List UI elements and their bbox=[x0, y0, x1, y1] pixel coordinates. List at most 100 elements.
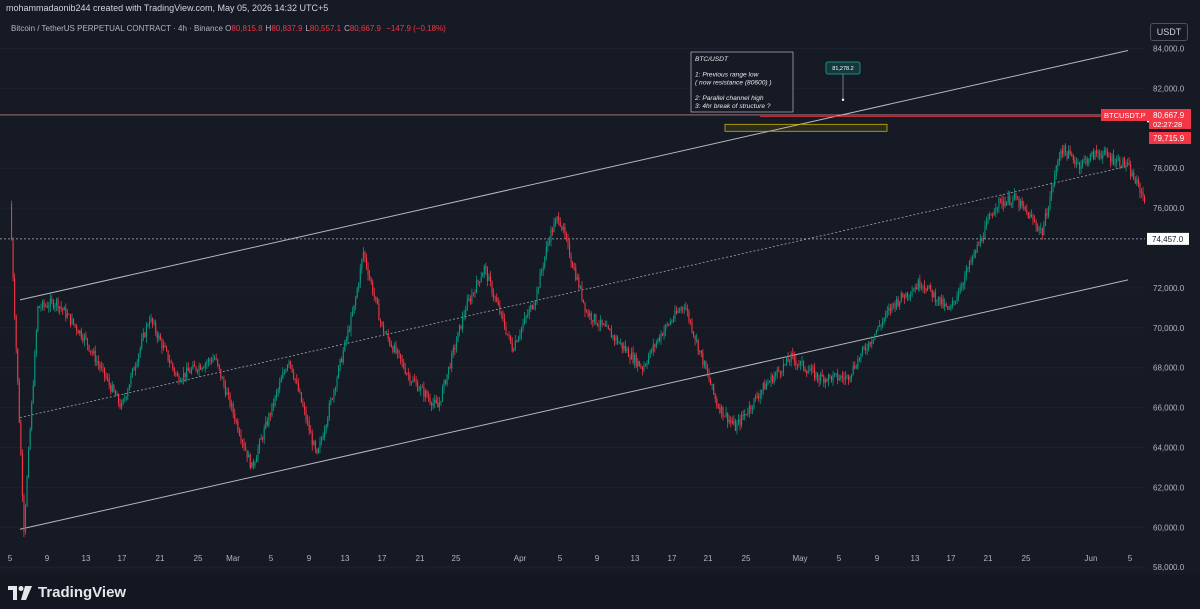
candle-body bbox=[268, 414, 270, 426]
currency-selector[interactable]: USDT bbox=[1150, 23, 1188, 41]
candle-body bbox=[479, 281, 481, 283]
candle-body bbox=[527, 314, 529, 317]
candle-body bbox=[248, 454, 250, 458]
candle-body bbox=[848, 375, 850, 380]
candle-body bbox=[184, 372, 186, 377]
y-tick-label: 66,000.0 bbox=[1153, 404, 1185, 413]
y-tick-label: 64,000.0 bbox=[1153, 444, 1185, 453]
candle-body bbox=[189, 371, 191, 373]
candle-body bbox=[827, 374, 829, 382]
candle-body bbox=[810, 367, 812, 371]
candle-body bbox=[130, 375, 132, 385]
annotation-box bbox=[690, 51, 794, 113]
candle-body bbox=[809, 370, 811, 372]
candle-body bbox=[985, 221, 988, 227]
candle-body bbox=[167, 350, 169, 361]
candle-body bbox=[717, 405, 719, 408]
candle-body bbox=[412, 379, 414, 382]
candle-body bbox=[330, 398, 332, 404]
candle-body bbox=[765, 383, 767, 390]
candle-body bbox=[1020, 200, 1022, 208]
candle-body bbox=[296, 379, 298, 382]
candle-body bbox=[680, 307, 682, 311]
grid-layer bbox=[0, 48, 1145, 568]
candle-body bbox=[1066, 152, 1068, 159]
candle-body bbox=[694, 335, 696, 340]
candle-body bbox=[536, 289, 538, 302]
candle-body bbox=[121, 403, 123, 408]
ohlc-value: 80,815.8 bbox=[231, 24, 263, 33]
candle-body bbox=[235, 420, 237, 422]
candle-body bbox=[716, 398, 718, 406]
candle-body bbox=[57, 299, 59, 309]
candle-body bbox=[46, 305, 48, 308]
candle-body bbox=[1023, 205, 1025, 207]
x-tick-label: Mar bbox=[226, 554, 240, 563]
candle-body bbox=[417, 382, 419, 391]
channel-mid-line bbox=[19, 165, 1129, 418]
candle-body bbox=[406, 373, 408, 375]
candle-body bbox=[1032, 216, 1034, 221]
candle-body bbox=[964, 275, 966, 284]
candle-body bbox=[835, 373, 837, 375]
candle-body bbox=[104, 367, 106, 377]
candle-body bbox=[302, 402, 304, 407]
candle-body bbox=[840, 376, 842, 379]
candle-body bbox=[38, 306, 40, 308]
candle-body bbox=[138, 354, 140, 363]
candle-body bbox=[770, 375, 772, 382]
candle-body bbox=[883, 318, 885, 321]
tradingview-logo[interactable]: TradingView bbox=[8, 584, 126, 601]
candle-body bbox=[649, 350, 651, 357]
candle-body bbox=[158, 335, 160, 339]
x-tick-label: Apr bbox=[514, 554, 527, 563]
candle-body bbox=[347, 330, 349, 339]
candle-body bbox=[936, 301, 938, 303]
candle-body bbox=[519, 334, 521, 338]
candle-body bbox=[153, 323, 155, 324]
candle-body bbox=[826, 378, 828, 382]
candle-body bbox=[751, 407, 753, 410]
candle-body bbox=[1047, 208, 1050, 217]
chart-canvas[interactable]: BTC/USDT 1: Previous range low( now resis… bbox=[0, 0, 1200, 575]
candle-body bbox=[852, 365, 854, 375]
symbol-tag: BTCUSDT.P bbox=[1104, 111, 1146, 120]
candle-body bbox=[1100, 156, 1102, 159]
level-tag-74457: 74,457.0 bbox=[1152, 235, 1184, 244]
candle-body bbox=[223, 378, 225, 386]
candle-body bbox=[665, 324, 667, 331]
candle-body bbox=[837, 373, 839, 380]
candle-body bbox=[293, 372, 295, 379]
symbol-name[interactable]: Bitcoin / TetherUS PERPETUAL CONTRACT · … bbox=[11, 24, 223, 33]
candle-body bbox=[1013, 193, 1015, 198]
candle-body bbox=[931, 289, 933, 297]
candle-body bbox=[333, 389, 335, 400]
candle-body bbox=[423, 387, 425, 397]
candle-body bbox=[691, 321, 693, 332]
candle-body bbox=[510, 335, 512, 343]
resistance-zone-box bbox=[724, 123, 888, 132]
candle-body bbox=[348, 330, 350, 331]
candle-body bbox=[1055, 166, 1057, 176]
candle-body bbox=[228, 392, 230, 395]
candle-body bbox=[1106, 151, 1108, 156]
candle-body bbox=[581, 286, 583, 300]
candle-body bbox=[66, 314, 68, 318]
candle-body bbox=[795, 360, 797, 365]
candle-body bbox=[923, 286, 926, 289]
candle-body bbox=[838, 378, 840, 380]
candle-body bbox=[722, 406, 724, 417]
candle-body bbox=[874, 333, 876, 340]
candle-body bbox=[469, 298, 471, 302]
candle-body bbox=[951, 301, 953, 306]
candle-body bbox=[420, 386, 422, 391]
candle-body bbox=[641, 367, 643, 371]
candle-body bbox=[410, 381, 412, 383]
x-tick-label: 5 bbox=[269, 554, 274, 563]
candle-body bbox=[767, 382, 769, 384]
candle-body bbox=[916, 287, 918, 289]
candle-body bbox=[706, 368, 709, 374]
candle-body bbox=[1041, 228, 1043, 236]
candle-body bbox=[220, 368, 222, 379]
candle-body bbox=[1043, 224, 1045, 236]
